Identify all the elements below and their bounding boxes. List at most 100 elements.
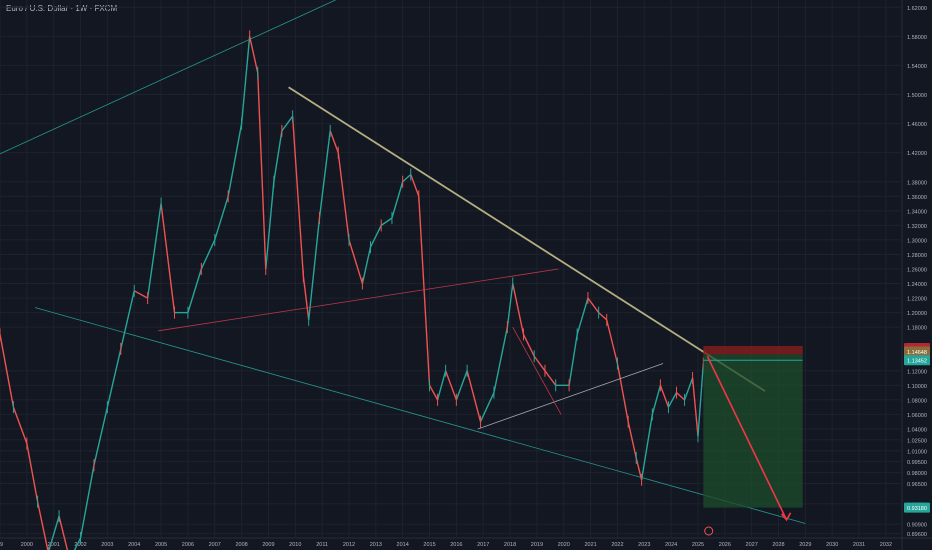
price-segment <box>0 334 15 408</box>
x-tick-label: 2000 <box>21 542 33 548</box>
price-segment <box>133 290 148 299</box>
x-tick-label: 2032 <box>880 542 892 548</box>
price-segment <box>598 312 608 321</box>
y-tick-label: 1.30000 <box>907 238 927 244</box>
price-segment <box>58 516 69 550</box>
price-segment <box>391 181 404 219</box>
trendline <box>0 0 336 155</box>
x-tick-label: 2015 <box>423 542 435 548</box>
x-tick-label: 2011 <box>316 542 328 548</box>
price-segment <box>640 414 654 480</box>
price-segment <box>308 218 321 320</box>
y-tick-label: 1.58000 <box>907 35 927 41</box>
projection-arrowhead <box>780 512 792 522</box>
y-tick-label: 1.62000 <box>907 6 927 12</box>
stop-zone <box>703 345 803 355</box>
x-tick-label: 2021 <box>584 542 596 548</box>
price-segment <box>436 370 447 401</box>
y-tick-label: 0.89600 <box>907 532 927 538</box>
y-axis-panel <box>902 0 932 550</box>
price-segment <box>506 283 514 328</box>
price-segment <box>667 392 678 408</box>
x-tick-label: 2028 <box>772 542 784 548</box>
price-segment <box>455 370 468 401</box>
price-segment <box>479 392 495 422</box>
price-segment <box>402 173 412 183</box>
y-tick-label: 0.98000 <box>907 471 927 477</box>
price-segment <box>691 377 699 437</box>
x-tick-label: 2008 <box>235 542 247 548</box>
price-segment <box>257 72 267 270</box>
x-tick-label: 2009 <box>262 542 274 548</box>
x-tick-label: 99 <box>0 542 3 548</box>
x-tick-label: 2014 <box>397 542 409 548</box>
price-segment <box>512 283 525 335</box>
y-tick-label: 1.26000 <box>907 268 927 274</box>
y-tick-label: 1.04000 <box>907 427 927 433</box>
y-tick-label: 1.08000 <box>907 398 927 404</box>
y-tick-label: 1.18000 <box>907 326 927 332</box>
x-tick-label: 2010 <box>289 542 301 548</box>
current-price-label-bg <box>904 346 930 357</box>
y-tick-label: 1.38000 <box>907 180 927 186</box>
price-segment <box>635 457 643 481</box>
price-segment <box>444 370 458 401</box>
price-segment <box>676 392 686 401</box>
y-tick-label: 1.42000 <box>907 151 927 157</box>
x-tick-label: 2004 <box>128 542 140 548</box>
price-segment <box>493 327 509 393</box>
price-segment <box>160 203 176 313</box>
price-segment <box>568 334 578 386</box>
price-segment <box>73 537 82 550</box>
x-tick-label: 2022 <box>611 542 623 548</box>
x-tick-label: 2017 <box>477 542 489 548</box>
event-marker <box>704 526 714 536</box>
price-segment <box>248 36 259 73</box>
x-tick-label: 2005 <box>155 542 167 548</box>
price-segment <box>265 181 275 270</box>
y-tick-label: 1.28000 <box>907 253 927 259</box>
y-tick-label: 1.36000 <box>907 195 927 201</box>
trendline <box>34 307 806 524</box>
price-segment <box>146 203 162 299</box>
x-tick-label: 2016 <box>450 542 462 548</box>
price-segment <box>683 377 694 401</box>
y-tick-label: 1.10000 <box>907 384 927 390</box>
y-tick-label: 1.46000 <box>907 122 927 128</box>
price-segment <box>410 174 420 197</box>
current-price-label: 1.14648 <box>907 350 927 356</box>
price-segment <box>428 384 439 401</box>
y-tick-label: 0.90900 <box>907 523 927 529</box>
x-tick-label: 2024 <box>665 542 677 548</box>
trendline <box>477 363 664 430</box>
y-tick-label: 1.34000 <box>907 209 927 215</box>
trendline <box>288 86 766 392</box>
price-segment <box>302 276 310 320</box>
price-segment <box>200 239 216 270</box>
chart-title: Euro / U.S. Dollar · 1W · FXCM <box>6 4 118 13</box>
price-segment <box>240 36 251 124</box>
price-segment <box>120 290 135 350</box>
entry-price-label-bg <box>904 355 930 366</box>
y-tick-label: 1.50000 <box>907 93 927 99</box>
y-tick-label: 1.12000 <box>907 369 927 375</box>
price-segment <box>348 239 364 284</box>
x-tick-label: 2027 <box>746 542 758 548</box>
price-segment <box>227 123 243 197</box>
target-price-label-bg <box>904 502 930 513</box>
price-segment <box>361 247 372 284</box>
price-segment <box>616 363 629 422</box>
x-tick-label: 2030 <box>826 542 838 548</box>
price-segment <box>36 501 49 550</box>
target-price-label: 0.93180 <box>907 506 927 512</box>
price-segment <box>187 268 203 313</box>
price-segment <box>466 370 482 422</box>
y-tick-label: 1.06000 <box>907 413 927 419</box>
target-zone <box>703 354 803 508</box>
x-tick-label: 2018 <box>504 542 516 548</box>
price-segment <box>318 130 331 219</box>
y-tick-label: 1.02500 <box>907 438 927 444</box>
x-tick-label: 2012 <box>343 542 355 548</box>
x-tick-label: 2013 <box>370 542 382 548</box>
